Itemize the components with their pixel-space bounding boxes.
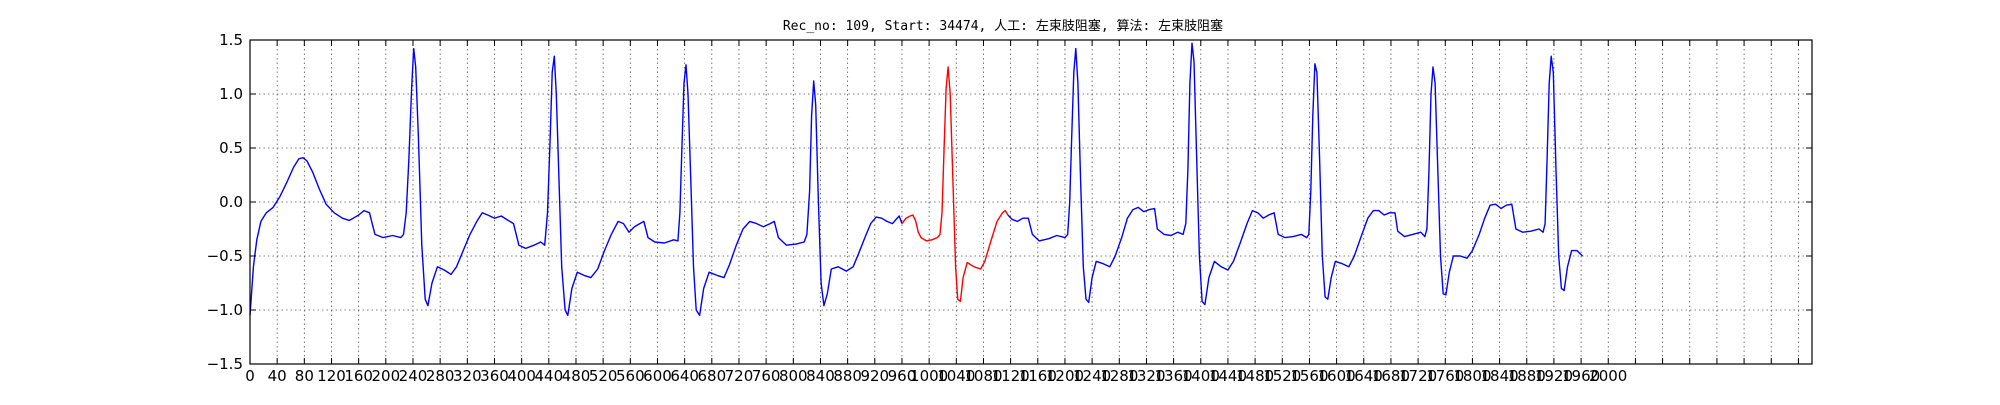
x-tick-label: 1280 [1100,367,1138,385]
x-tick-label: 1640 [1345,367,1383,385]
x-tick-label: 880 [833,367,862,385]
x-axis-ticks: 0 40 80 12016020024028032036040044048052056… [245,40,1799,385]
grid-lines [249,39,1812,365]
x-tick-label: 960 [888,367,917,385]
y-tick-label: 1.5 [219,31,243,49]
x-tick-label: 800 [779,367,808,385]
x-tick-label: 1480 [1236,367,1274,385]
x-tick-label: 80 [295,367,314,385]
x-tick-label: 1560 [1290,367,1328,385]
x-tick-label: 1880 [1508,367,1546,385]
y-tick-label: 0.5 [219,139,243,157]
x-tick-label: 280 [426,367,455,385]
x-tick-label: 600 [643,367,672,385]
x-tick-label: 440 [534,367,563,385]
x-tick-label: 360 [480,367,509,385]
x-tick-label: 1000 [910,367,948,385]
x-tick-label: 1960 [1562,367,1600,385]
x-tick-label: 1600 [1318,367,1356,385]
x-tick-label: 1760 [1426,367,1464,385]
x-tick-label: 120 [317,367,346,385]
y-tick-label: −1.5 [207,355,243,373]
x-tick-label: 840 [806,367,835,385]
x-tick-label: 520 [589,367,618,385]
x-tick-label: 1320 [1127,367,1165,385]
series-lines [249,42,1583,317]
x-tick-label: 1240 [1073,367,1111,385]
x-tick-label: 680 [697,367,726,385]
x-tick-label: 480 [562,367,591,385]
x-tick-label: 200 [372,367,401,385]
x-tick-label: 1080 [964,367,1002,385]
y-tick-label: −1.0 [207,301,243,319]
x-tick-label: 720 [725,367,754,385]
ecg-trace-segment [249,47,903,317]
x-tick-label: 160 [344,367,373,385]
x-tick-label: 1440 [1209,367,1247,385]
x-tick-label: 320 [453,367,482,385]
x-tick-label: 1520 [1263,367,1301,385]
x-tick-label: 760 [752,367,781,385]
x-tick-label: 1160 [1019,367,1057,385]
y-tick-label: −0.5 [207,247,243,265]
x-tick-label: 560 [616,367,645,385]
ecg-highlight-segment [901,66,1009,303]
x-tick-label: 1400 [1182,367,1220,385]
chart-title: Rec_no: 109, Start: 34474, 人工: 左束肢阻塞, 算法… [783,18,1223,34]
x-tick-label: 1120 [992,367,1030,385]
x-tick-label: 240 [399,367,428,385]
x-tick-label: 40 [268,367,287,385]
x-tick-label: 2000 [1589,367,1627,385]
x-tick-label: 1360 [1155,367,1193,385]
ecg-trace-segment [1007,42,1583,306]
x-tick-label: 1200 [1046,367,1084,385]
x-tick-label: 1800 [1453,367,1491,385]
x-tick-label: 400 [507,367,536,385]
x-tick-label: 1720 [1399,367,1437,385]
x-tick-label: 1920 [1535,367,1573,385]
y-tick-label: 1.0 [219,85,243,103]
x-tick-label: 1040 [937,367,975,385]
x-tick-label: 0 [245,367,255,385]
x-tick-label: 640 [670,367,699,385]
y-tick-label: 0.0 [219,193,243,211]
x-tick-label: 920 [860,367,889,385]
x-tick-label: 1840 [1481,367,1519,385]
x-tick-label: 1680 [1372,367,1410,385]
y-axis-ticks: −1.5 −1.0 −0.5 0.0 0.5 1.0 1.5 [207,31,1812,373]
